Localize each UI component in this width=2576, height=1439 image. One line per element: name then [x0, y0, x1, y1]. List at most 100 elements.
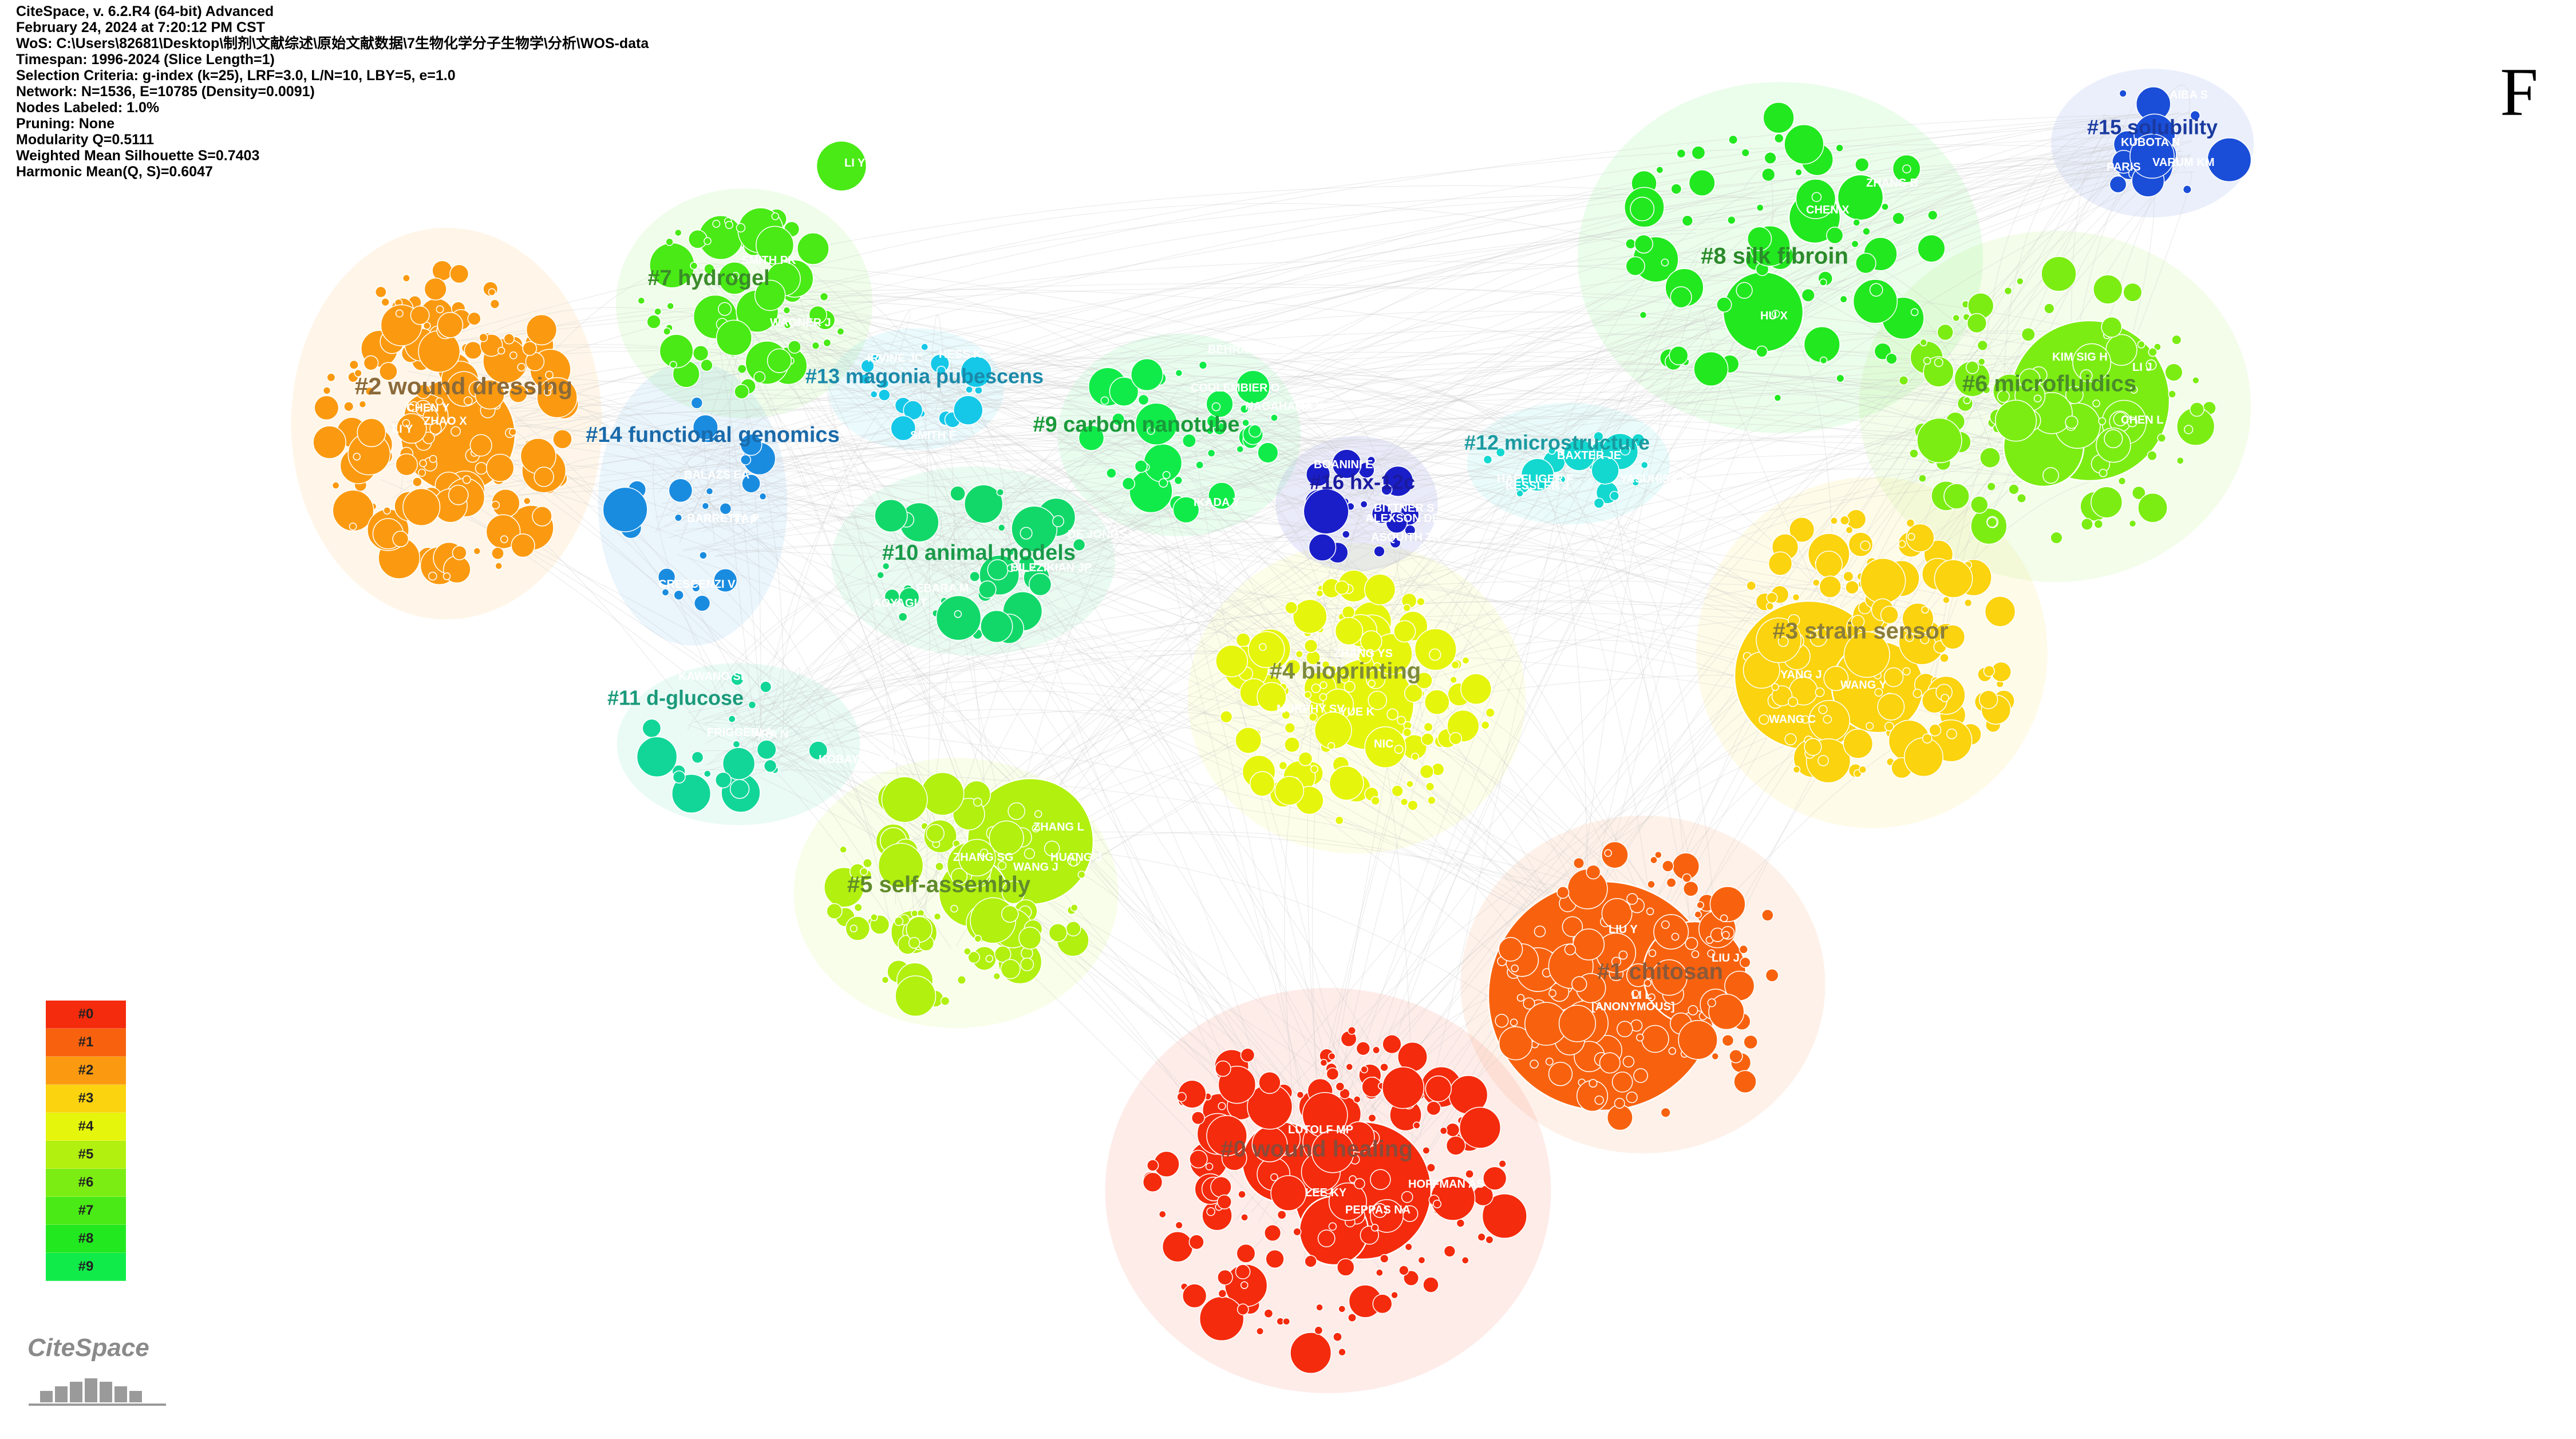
citation-node	[1465, 1169, 1474, 1179]
citation-node	[2099, 468, 2108, 477]
citation-node	[1285, 601, 1298, 615]
network-edge	[776, 319, 1406, 1213]
citation-node	[1997, 390, 2010, 403]
citation-node	[1691, 145, 1706, 160]
citation-node	[1495, 447, 1506, 457]
citation-node	[1349, 1175, 1357, 1183]
citation-node	[1898, 375, 1909, 386]
citation-node	[1530, 1060, 1539, 1069]
summary-line: Selection Criteria: g-index (k=25), LRF=…	[16, 68, 456, 84]
citation-node	[1784, 124, 1824, 165]
citation-node	[1733, 1070, 1757, 1094]
citation-node	[2098, 417, 2107, 425]
citation-node	[920, 772, 965, 816]
citation-node	[2184, 425, 2194, 434]
network-edge	[674, 504, 1336, 1127]
citation-node	[469, 434, 492, 457]
citation-node	[1986, 481, 1996, 492]
citation-node	[1626, 1091, 1638, 1104]
citation-node	[1032, 824, 1040, 833]
network-edge	[758, 144, 2184, 306]
citation-node	[1044, 840, 1060, 857]
network-edge	[738, 114, 2152, 326]
citation-node	[908, 936, 920, 949]
citation-node	[1364, 574, 1396, 606]
citation-node	[1604, 849, 1612, 857]
citation-node	[402, 274, 410, 282]
citation-node	[534, 467, 554, 487]
citation-node	[716, 319, 752, 356]
legend-item-5: #5	[46, 1141, 126, 1169]
network-edge	[708, 501, 1335, 553]
citation-node	[1439, 1126, 1448, 1135]
citation-node	[1382, 1066, 1425, 1109]
citation-node	[1239, 404, 1249, 414]
citation-node	[935, 595, 982, 641]
citation-node	[1315, 1303, 1323, 1311]
legend-item-9: #9	[46, 1253, 126, 1281]
citation-node	[674, 228, 682, 237]
author-label: WANG Y	[1840, 679, 1887, 691]
citation-node	[1319, 681, 1327, 689]
citation-node	[1382, 1034, 1402, 1054]
citation-node	[1819, 278, 1827, 287]
citation-node	[1980, 447, 2001, 468]
citation-node	[1449, 675, 1457, 684]
citation-node	[436, 305, 444, 314]
citation-node	[1485, 1235, 1494, 1244]
citation-node	[1311, 1130, 1354, 1173]
citation-node	[692, 583, 701, 592]
citation-node	[374, 286, 387, 298]
citation-node	[1328, 1182, 1367, 1221]
network-edge	[721, 437, 1588, 762]
citation-node	[978, 580, 997, 599]
citation-node	[1208, 481, 1236, 510]
citation-node	[500, 535, 508, 543]
citation-node	[2092, 400, 2100, 408]
network-edge	[655, 439, 2016, 517]
network-edge	[895, 136, 2151, 390]
network-edge	[977, 383, 2023, 931]
citation-node	[920, 343, 929, 351]
citation-node	[1811, 192, 1822, 202]
network-edge	[895, 355, 1564, 446]
citation-node	[1611, 956, 1622, 967]
author-label: PEPPAS NA	[1345, 1204, 1411, 1216]
citation-node	[545, 370, 554, 379]
citation-node	[758, 492, 767, 501]
citation-node	[1360, 500, 1368, 508]
network-edge	[751, 305, 1723, 742]
citation-node	[1356, 1041, 1370, 1056]
citation-node	[1161, 1231, 1194, 1263]
citation-node	[1633, 1068, 1648, 1083]
network-edge	[781, 304, 1421, 704]
cluster-label-c16: #16 hx-12c	[1310, 471, 1415, 494]
logo-skyline-icon	[29, 1378, 166, 1406]
cluster-label-c6: #6 microfluidics	[1962, 371, 2137, 397]
network-edge	[475, 371, 1594, 1042]
citation-node	[870, 390, 878, 398]
network-edge	[880, 154, 2164, 370]
citation-node	[933, 912, 942, 920]
citation-node	[1370, 1169, 1391, 1190]
citation-node	[331, 481, 340, 489]
network-edge	[698, 769, 1705, 923]
citation-node	[2176, 456, 2184, 465]
network-edge	[433, 140, 2156, 440]
citation-node	[2093, 274, 2123, 305]
network-edge	[950, 365, 1263, 1179]
citation-node	[1787, 614, 1800, 627]
citation-node	[1622, 1055, 1635, 1068]
citation-node	[1174, 476, 1183, 485]
network-edge	[679, 460, 1382, 528]
citation-node	[1257, 442, 1279, 464]
author-label: LI Y	[392, 423, 413, 436]
citation-node	[646, 314, 661, 329]
citation-node	[1218, 1102, 1226, 1110]
citation-node	[1830, 516, 1838, 525]
summary-line: CiteSpace, v. 6.2.R4 (64-bit) Advanced	[16, 3, 274, 19]
network-edge	[907, 125, 2181, 414]
citation-node	[1978, 690, 1998, 709]
citation-node	[1321, 660, 1330, 669]
citation-node	[402, 488, 441, 526]
